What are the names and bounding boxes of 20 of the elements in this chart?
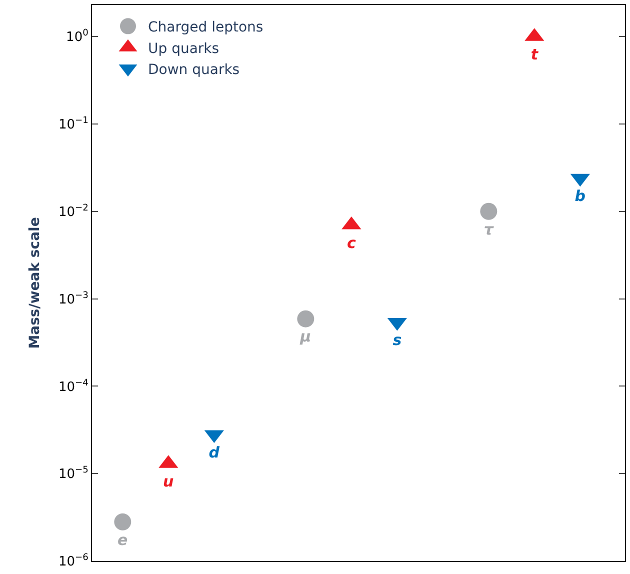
data-label: b	[574, 187, 586, 206]
data-label: u	[163, 472, 174, 491]
y-tick-label: 10$^{−2}$	[58, 204, 88, 220]
data-label: τ	[484, 220, 494, 238]
legend-label: Down quarks	[148, 62, 240, 78]
data-label: μ	[299, 328, 312, 346]
y-tick-label: 10$^{−5}$	[58, 466, 88, 482]
y-tick-label: 10$^{0}$	[66, 28, 89, 46]
data-label: e	[118, 530, 128, 549]
y-tick-label: 10$^{−1}$	[58, 116, 88, 133]
y-tick-label: 10$^{−4}$	[58, 378, 89, 395]
y-tick-label: 10$^{−6}$	[58, 553, 89, 570]
y-axis-title: Mass/weak scale	[27, 217, 44, 349]
data-label: t	[530, 45, 539, 64]
y-tick-label: 10$^{−3}$	[58, 290, 89, 308]
data-label: d	[208, 443, 220, 462]
legend-label: Charged leptons	[148, 20, 264, 36]
legend-label: Up quarks	[148, 40, 220, 57]
data-label: c	[346, 234, 356, 252]
data-label: s	[392, 331, 402, 350]
